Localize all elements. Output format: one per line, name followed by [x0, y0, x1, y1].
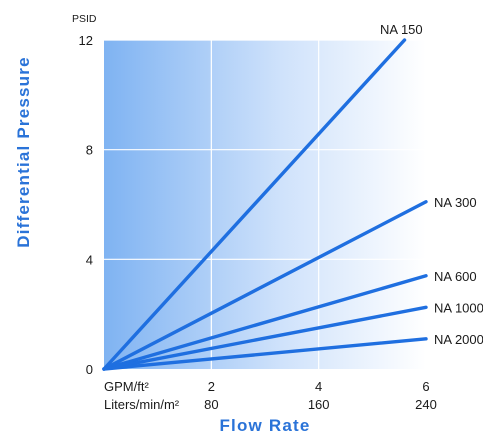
plot-background — [104, 40, 426, 369]
x-tick-label-4: 4 — [315, 379, 322, 394]
x-tick-label-6: 6 — [422, 379, 429, 394]
x-unit-primary-label: GPM/ft² — [104, 379, 149, 394]
y-tick-label-4: 4 — [86, 252, 93, 267]
series-line-na-300 — [102, 200, 428, 371]
series-line-na-150 — [102, 38, 407, 371]
y-unit-label: PSID — [72, 13, 97, 25]
series-label-na-2000: NA 2000 — [434, 332, 483, 347]
series-label-na-150: NA 150 — [380, 22, 423, 37]
series-label-na-1000: NA 1000 — [434, 300, 483, 315]
y-axis-title: Differential Pressure — [14, 56, 33, 248]
x-tick-secondary-label-80: 80 — [204, 397, 218, 412]
x-tick-label-2: 2 — [208, 379, 215, 394]
series-lines — [102, 38, 428, 371]
series-line-na-1000 — [102, 305, 428, 371]
series-label-na-300: NA 300 — [434, 195, 477, 210]
y-tick-label-12: 12 — [79, 33, 93, 48]
y-tick-label-8: 8 — [86, 143, 93, 158]
series-line-na-600 — [102, 274, 428, 371]
x-axis-title: Flow Rate — [219, 416, 310, 435]
series-line-na-2000 — [102, 337, 428, 371]
x-unit-secondary-label: Liters/min/m² — [104, 397, 180, 412]
x-tick-secondary-label-160: 160 — [308, 397, 330, 412]
y-tick-label-0: 0 — [86, 362, 93, 377]
series-label-na-600: NA 600 — [434, 269, 477, 284]
labels: 0 4 8 12 2 80 4 160 6 240 NA 150 NA 300 NA 600 NA 100… — [79, 22, 483, 412]
x-tick-secondary-label-240: 240 — [415, 397, 437, 412]
